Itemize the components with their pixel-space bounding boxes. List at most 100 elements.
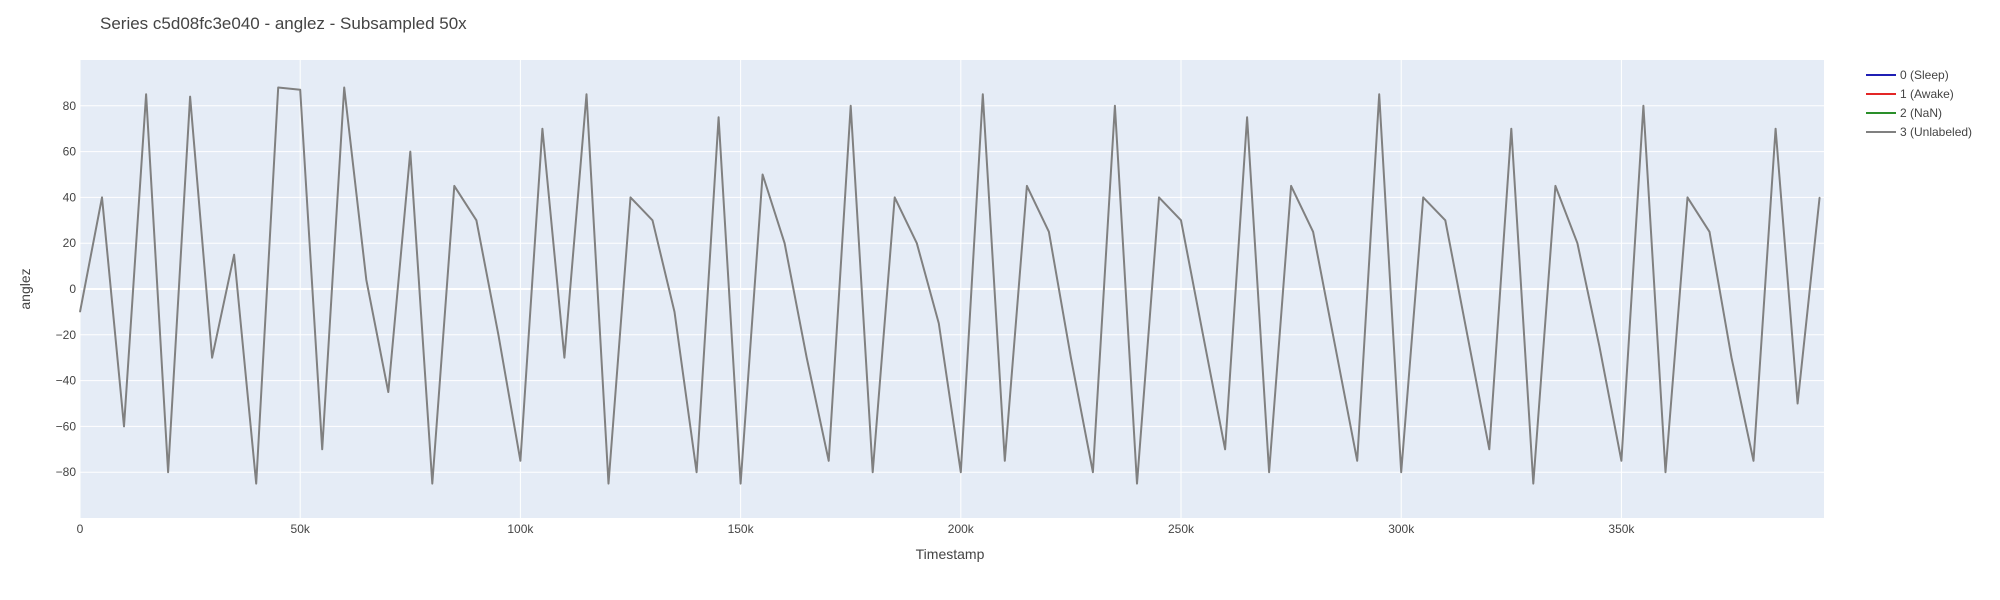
data-point bbox=[607, 483, 610, 485]
y-tick-label: −60 bbox=[56, 419, 77, 433]
data-point bbox=[894, 196, 896, 198]
data-point bbox=[1312, 231, 1314, 233]
data-point bbox=[1158, 196, 1160, 198]
data-point bbox=[79, 311, 81, 313]
data-point bbox=[1819, 196, 1821, 198]
y-axis-title: anglez bbox=[17, 268, 33, 309]
data-point bbox=[718, 116, 720, 118]
data-point bbox=[1620, 460, 1622, 462]
data-point bbox=[1488, 448, 1490, 450]
data-point bbox=[167, 471, 169, 473]
data-point bbox=[563, 357, 566, 359]
data-point bbox=[1554, 185, 1556, 187]
x-tick-label: 100k bbox=[507, 522, 534, 536]
data-point bbox=[497, 334, 499, 336]
legend[interactable]: 0 (Sleep) 1 (Awake) 2 (NaN) 3 (Unlabeled) bbox=[1866, 68, 1972, 139]
data-point bbox=[1730, 357, 1733, 359]
data-point bbox=[299, 89, 301, 91]
data-point bbox=[1246, 116, 1248, 118]
data-point bbox=[1356, 460, 1358, 462]
data-point bbox=[1136, 483, 1138, 485]
data-point bbox=[431, 483, 433, 485]
data-point bbox=[101, 196, 103, 198]
data-point bbox=[321, 448, 323, 450]
data-point bbox=[453, 185, 455, 187]
data-point bbox=[211, 357, 213, 359]
data-point bbox=[1004, 460, 1006, 462]
data-point bbox=[1752, 460, 1755, 462]
data-point bbox=[1026, 185, 1028, 187]
data-point bbox=[387, 391, 389, 393]
data-point bbox=[762, 173, 764, 176]
y-tick-label: −40 bbox=[56, 374, 77, 388]
x-tick-label: 200k bbox=[948, 522, 975, 536]
data-point bbox=[1092, 471, 1094, 473]
x-tick-label: 0 bbox=[77, 522, 84, 536]
data-point bbox=[585, 93, 588, 95]
chart-title: Series c5d08fc3e040 - anglez - Subsample… bbox=[100, 14, 467, 33]
data-point bbox=[938, 322, 940, 324]
y-tick-labels: 80 60 40 20 0 −20 −40 −60 −80 bbox=[56, 99, 77, 479]
data-point bbox=[1532, 483, 1534, 485]
data-point bbox=[1598, 345, 1600, 347]
data-point bbox=[828, 460, 830, 462]
data-point bbox=[277, 86, 279, 89]
data-point bbox=[740, 483, 742, 485]
data-point bbox=[1048, 231, 1050, 233]
x-axis-title: Timestamp bbox=[916, 546, 985, 562]
y-tick-label: 60 bbox=[63, 145, 77, 159]
data-point bbox=[629, 196, 632, 198]
y-gridlines bbox=[80, 105, 1824, 473]
data-point bbox=[1290, 185, 1292, 187]
legend-label: 2 (NaN) bbox=[1900, 106, 1942, 120]
data-point bbox=[1378, 93, 1380, 95]
x-tick-label: 50k bbox=[291, 522, 311, 536]
y-tick-label: 20 bbox=[63, 236, 77, 250]
legend-item[interactable]: 0 (Sleep) bbox=[1866, 68, 1949, 82]
x-tick-label: 250k bbox=[1168, 522, 1195, 536]
series-line-unlabeled[interactable] bbox=[79, 86, 1821, 485]
x-tick-labels: 0 50k 100k 150k 200k 250k 300k 350k bbox=[77, 522, 1636, 536]
y-tick-label: 80 bbox=[63, 99, 77, 113]
legend-item[interactable]: 2 (NaN) bbox=[1866, 106, 1942, 120]
data-point bbox=[365, 279, 367, 281]
data-point bbox=[1334, 345, 1336, 347]
data-point bbox=[519, 460, 522, 462]
x-gridlines bbox=[79, 60, 1622, 518]
data-point bbox=[1400, 471, 1402, 473]
legend-label: 1 (Awake) bbox=[1900, 87, 1954, 101]
data-point bbox=[1444, 219, 1446, 221]
data-point bbox=[651, 219, 654, 221]
data-point bbox=[1510, 128, 1512, 130]
data-point bbox=[673, 311, 676, 313]
y-tick-label: −80 bbox=[56, 465, 77, 479]
data-point bbox=[872, 471, 874, 473]
data-point bbox=[1268, 471, 1270, 473]
y-tick-label: −20 bbox=[56, 328, 77, 342]
data-point bbox=[1114, 105, 1116, 107]
data-point bbox=[1466, 334, 1468, 336]
data-point bbox=[343, 86, 345, 89]
data-point bbox=[145, 93, 147, 95]
legend-item[interactable]: 1 (Awake) bbox=[1866, 87, 1954, 101]
data-point bbox=[1070, 357, 1072, 359]
legend-item[interactable]: 3 (Unlabeled) bbox=[1866, 125, 1972, 139]
series-group bbox=[79, 86, 1821, 485]
data-point bbox=[1180, 219, 1182, 221]
data-point bbox=[916, 242, 918, 244]
x-tick-label: 300k bbox=[1388, 522, 1415, 536]
data-point bbox=[1686, 196, 1689, 198]
data-point bbox=[696, 471, 698, 473]
data-point bbox=[1422, 196, 1424, 198]
legend-label: 0 (Sleep) bbox=[1900, 68, 1949, 82]
data-point bbox=[982, 93, 984, 95]
data-point bbox=[784, 242, 786, 244]
data-point bbox=[1708, 231, 1711, 233]
data-point bbox=[806, 357, 808, 359]
data-point bbox=[409, 151, 411, 153]
data-point bbox=[1202, 334, 1204, 336]
y-tick-label: 0 bbox=[69, 282, 76, 296]
data-point bbox=[1664, 471, 1667, 473]
y-tick-label: 40 bbox=[63, 190, 77, 204]
